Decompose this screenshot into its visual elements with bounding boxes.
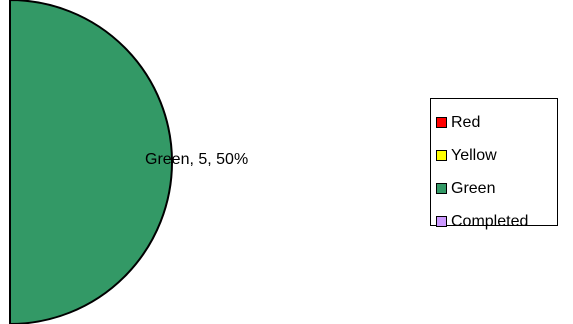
legend-item-yellow: Yellow (431, 139, 557, 172)
pie-slice-green (9, 0, 173, 324)
legend-item-completed: Completed (431, 205, 557, 238)
pie-slices (9, 0, 173, 324)
legend-swatch-red (436, 117, 447, 128)
legend: Red Yellow Green Completed (430, 98, 558, 230)
legend-item-red: Red (431, 106, 557, 139)
legend-item-green: Green (431, 172, 557, 205)
legend-swatch-green (436, 183, 447, 194)
legend-label-completed: Completed (451, 212, 529, 230)
legend-label-green: Green (451, 179, 496, 197)
legend-label-red: Red (451, 113, 481, 131)
legend-swatch-completed (436, 216, 447, 227)
data-label-green: Green, 5, 50% (145, 151, 249, 168)
legend-label-yellow: Yellow (451, 146, 497, 164)
legend-swatch-yellow (436, 150, 447, 161)
